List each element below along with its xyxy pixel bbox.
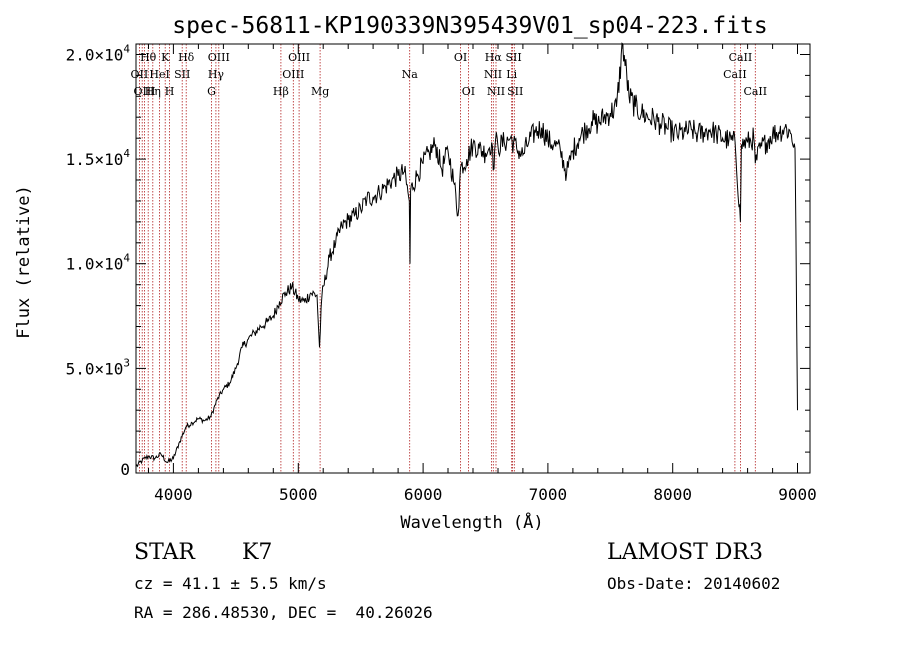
line-label: SII xyxy=(174,68,190,81)
object-subclass: K7 xyxy=(242,540,273,565)
y-tick-exponent: 4 xyxy=(123,43,130,56)
x-tick-label: 4000 xyxy=(154,485,193,504)
y-tick-label: 1.0×104 xyxy=(66,252,131,274)
line-label: Hα xyxy=(485,51,503,64)
x-tick-labels: 4000 5000 6000 7000 8000 9000 xyxy=(154,485,817,504)
line-label: H xyxy=(165,85,175,98)
line-label: OII xyxy=(131,68,149,81)
line-label: G xyxy=(207,85,216,98)
y-tick-label: 0 xyxy=(120,460,130,479)
line-label: CaII xyxy=(743,85,767,98)
line-label: SII xyxy=(507,85,523,98)
x-axis-label: Wavelength (Å) xyxy=(400,511,543,533)
spectrum-chart: spec-56811-KP190339N395439V01_sp04-223.f… xyxy=(14,13,817,533)
line-label: Hθ xyxy=(140,51,157,64)
x-tick-label: 8000 xyxy=(653,485,692,504)
chart-title: spec-56811-KP190339N395439V01_sp04-223.f… xyxy=(172,13,767,39)
y-tick-mantissa: 1.0×10 xyxy=(66,255,124,274)
line-label: Hδ xyxy=(178,51,195,64)
line-label: OIII xyxy=(208,51,230,64)
x-tick-label: 7000 xyxy=(529,485,568,504)
line-label: OI xyxy=(454,51,467,64)
line-label: CaII xyxy=(723,68,747,81)
object-class: STAR xyxy=(134,540,195,565)
line-label: K xyxy=(161,51,170,64)
survey-name: LAMOST DR3 xyxy=(607,540,763,565)
series-line-0 xyxy=(135,42,798,468)
line-label: CaII xyxy=(729,51,753,64)
line-label: OIII xyxy=(288,51,310,64)
line-label: SII xyxy=(505,51,521,64)
y-tick-exponent: 3 xyxy=(123,356,130,369)
x-tick-label: 9000 xyxy=(778,485,817,504)
y-tick-mantissa: 5.0×10 xyxy=(66,359,124,378)
line-label: Hβ xyxy=(273,85,289,98)
y-tick-mantissa: 2.0×10 xyxy=(66,46,124,65)
line-label: Li xyxy=(506,68,517,81)
redshift-cz: cz = 41.1 ± 5.5 km/s xyxy=(134,574,327,593)
y-tick-label: 2.0×104 xyxy=(66,43,131,65)
line-marker-layer xyxy=(138,44,756,473)
line-label: NII xyxy=(487,85,505,98)
y-tick-label: 5.0×103 xyxy=(66,356,130,378)
x-tick-label: 6000 xyxy=(404,485,443,504)
line-label: Mg xyxy=(311,85,329,98)
y-axis-label: Flux (relative) xyxy=(14,185,34,339)
y-tick-mantissa: 1.5×10 xyxy=(66,150,124,169)
line-label: NII xyxy=(484,68,502,81)
line-label: OIII xyxy=(133,85,155,98)
line-label: HeI xyxy=(149,68,169,81)
line-label: Hη xyxy=(145,85,161,98)
plot-frame xyxy=(135,43,811,474)
line-label: Hγ xyxy=(208,68,225,81)
line-label: OI xyxy=(462,85,475,98)
line-label: Na xyxy=(402,68,419,81)
y-tick-label: 1.5×104 xyxy=(66,147,131,169)
ra-dec: RA = 286.48530, DEC = 40.26026 xyxy=(134,603,433,622)
x-tick-label: 5000 xyxy=(279,485,318,504)
axis-ticks xyxy=(136,44,810,473)
line-label: OIII xyxy=(282,68,304,81)
y-tick-exponent: 4 xyxy=(123,147,130,160)
obs-date: Obs-Date: 20140602 xyxy=(607,574,781,593)
y-tick-mantissa: 0 xyxy=(120,460,130,479)
y-tick-exponent: 4 xyxy=(123,252,130,265)
series-layer xyxy=(135,42,798,468)
